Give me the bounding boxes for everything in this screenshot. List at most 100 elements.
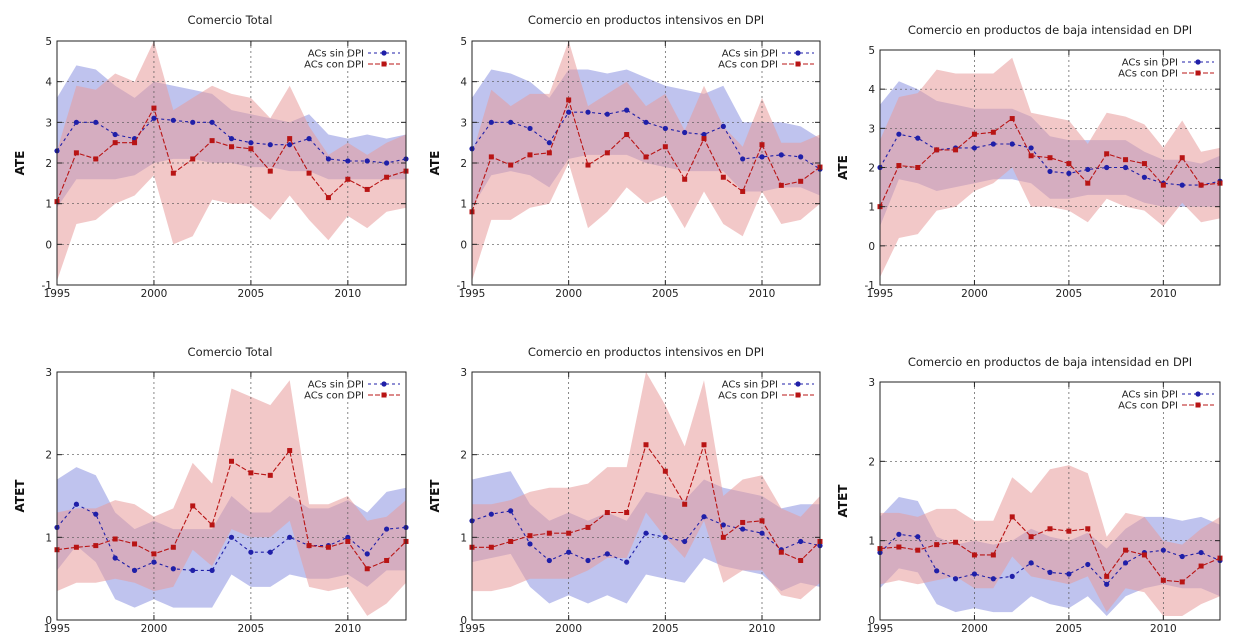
- y-tick-label: 3: [460, 367, 467, 379]
- chart-title: Comercio en productos intensivos en DPI: [528, 13, 764, 27]
- legend-marker-con-dpi: [795, 61, 801, 67]
- data-point-sin-dpi: [112, 555, 118, 561]
- data-point-con-dpi: [93, 543, 99, 549]
- data-point-sin-dpi: [896, 531, 902, 537]
- data-point-con-dpi: [643, 442, 649, 448]
- y-tick-label: -1: [457, 280, 467, 292]
- y-tick-label: 4: [460, 77, 467, 89]
- data-point-sin-dpi: [1009, 141, 1015, 147]
- y-tick-label: 2: [45, 158, 52, 170]
- legend-label-con-dpi: ACs con DPI: [1118, 401, 1178, 412]
- data-point-sin-dpi: [1122, 164, 1129, 171]
- data-point-sin-dpi: [131, 567, 138, 574]
- legend-marker-sin-dpi: [795, 381, 801, 387]
- data-point-sin-dpi: [1085, 166, 1091, 173]
- data-point-con-dpi: [624, 510, 630, 516]
- confidence-band-con-dpi: [57, 380, 406, 616]
- data-point-con-dpi: [508, 162, 514, 168]
- data-point-sin-dpi: [1198, 549, 1204, 556]
- data-point-sin-dpi: [566, 549, 572, 555]
- y-tick-label: 0: [460, 239, 467, 251]
- data-point-con-dpi: [229, 144, 234, 150]
- data-point-sin-dpi: [508, 119, 514, 125]
- data-point-sin-dpi: [190, 567, 196, 574]
- x-tick-label: 2010: [749, 288, 776, 300]
- x-tick-label: 2010: [749, 623, 776, 635]
- data-point-con-dpi: [209, 138, 215, 144]
- y-tick-label: 5: [460, 36, 467, 48]
- plot-frame: [471, 371, 821, 621]
- data-point-sin-dpi: [267, 142, 273, 148]
- data-point-con-dpi: [112, 536, 118, 542]
- data-point-con-dpi: [798, 178, 804, 184]
- chart-title: Comercio en productos intensivos en DPI: [528, 345, 764, 359]
- data-point-con-dpi: [778, 549, 784, 555]
- data-point-sin-dpi: [384, 160, 390, 166]
- data-point-con-dpi: [934, 147, 940, 153]
- x-tick-label: 2000: [961, 288, 988, 300]
- y-tick-label: 2: [45, 450, 52, 462]
- data-point-con-dpi: [1160, 577, 1166, 583]
- data-point-con-dpi: [190, 156, 196, 162]
- data-point-con-dpi: [1009, 514, 1015, 520]
- x-tick-label: 2000: [961, 623, 988, 635]
- data-point-con-dpi: [364, 566, 370, 572]
- data-point-sin-dpi: [93, 119, 99, 125]
- data-point-sin-dpi: [345, 534, 351, 540]
- y-tick-label: 1: [868, 202, 875, 214]
- plot-frame: [879, 381, 1221, 621]
- data-point-con-dpi: [1047, 526, 1053, 532]
- data-point-con-dpi: [896, 544, 902, 550]
- data-point-con-dpi: [546, 150, 552, 156]
- data-point-sin-dpi: [112, 131, 118, 138]
- data-point-con-dpi: [915, 165, 921, 170]
- data-point-con-dpi: [384, 557, 390, 563]
- legend-label-sin-dpi: ACs sin DPI: [722, 380, 778, 391]
- data-point-sin-dpi: [952, 576, 959, 582]
- data-point-sin-dpi: [1028, 145, 1034, 151]
- data-point-con-dpi: [953, 539, 959, 545]
- data-point-sin-dpi: [971, 571, 978, 577]
- data-point-con-dpi: [151, 551, 157, 557]
- y-tick-label: 5: [868, 45, 875, 57]
- y-tick-label: 5: [45, 36, 52, 48]
- x-tick-label: 1995: [44, 288, 71, 300]
- data-point-con-dpi: [662, 468, 668, 474]
- data-point-con-dpi: [604, 510, 610, 516]
- data-point-con-dpi: [798, 557, 804, 563]
- data-point-con-dpi: [720, 534, 726, 540]
- x-tick-label: 2005: [1056, 623, 1083, 635]
- data-point-sin-dpi: [306, 136, 312, 142]
- data-point-sin-dpi: [364, 551, 370, 557]
- data-point-con-dpi: [934, 542, 940, 548]
- data-point-sin-dpi: [73, 501, 79, 507]
- data-point-sin-dpi: [1066, 571, 1072, 577]
- data-point-con-dpi: [345, 538, 351, 544]
- data-point-sin-dpi: [267, 549, 273, 555]
- data-point-con-dpi: [990, 552, 996, 558]
- data-point-sin-dpi: [209, 567, 215, 574]
- data-point-con-dpi: [73, 544, 79, 550]
- y-tick-label: -1: [42, 280, 52, 292]
- legend-label-sin-dpi: ACs sin DPI: [722, 49, 778, 60]
- confidence-band-con-dpi: [472, 41, 820, 281]
- data-point-con-dpi: [170, 544, 176, 550]
- data-point-sin-dpi: [1179, 553, 1185, 560]
- data-point-sin-dpi: [527, 125, 533, 132]
- data-point-sin-dpi: [896, 131, 902, 137]
- y-tick-label: 3: [868, 123, 875, 135]
- data-point-sin-dpi: [624, 107, 630, 113]
- y-tick-label: 1: [460, 532, 467, 544]
- data-point-sin-dpi: [209, 119, 215, 125]
- confidence-band-con-dpi: [57, 41, 406, 281]
- x-tick-label: 2005: [238, 623, 265, 635]
- x-tick-label: 2005: [652, 623, 679, 635]
- data-point-con-dpi: [267, 472, 273, 478]
- data-point-con-dpi: [1179, 579, 1185, 585]
- data-point-sin-dpi: [662, 125, 668, 132]
- data-point-sin-dpi: [604, 111, 610, 117]
- data-point-con-dpi: [896, 163, 902, 169]
- data-point-con-dpi: [682, 176, 688, 182]
- y-tick-label: 0: [45, 239, 52, 251]
